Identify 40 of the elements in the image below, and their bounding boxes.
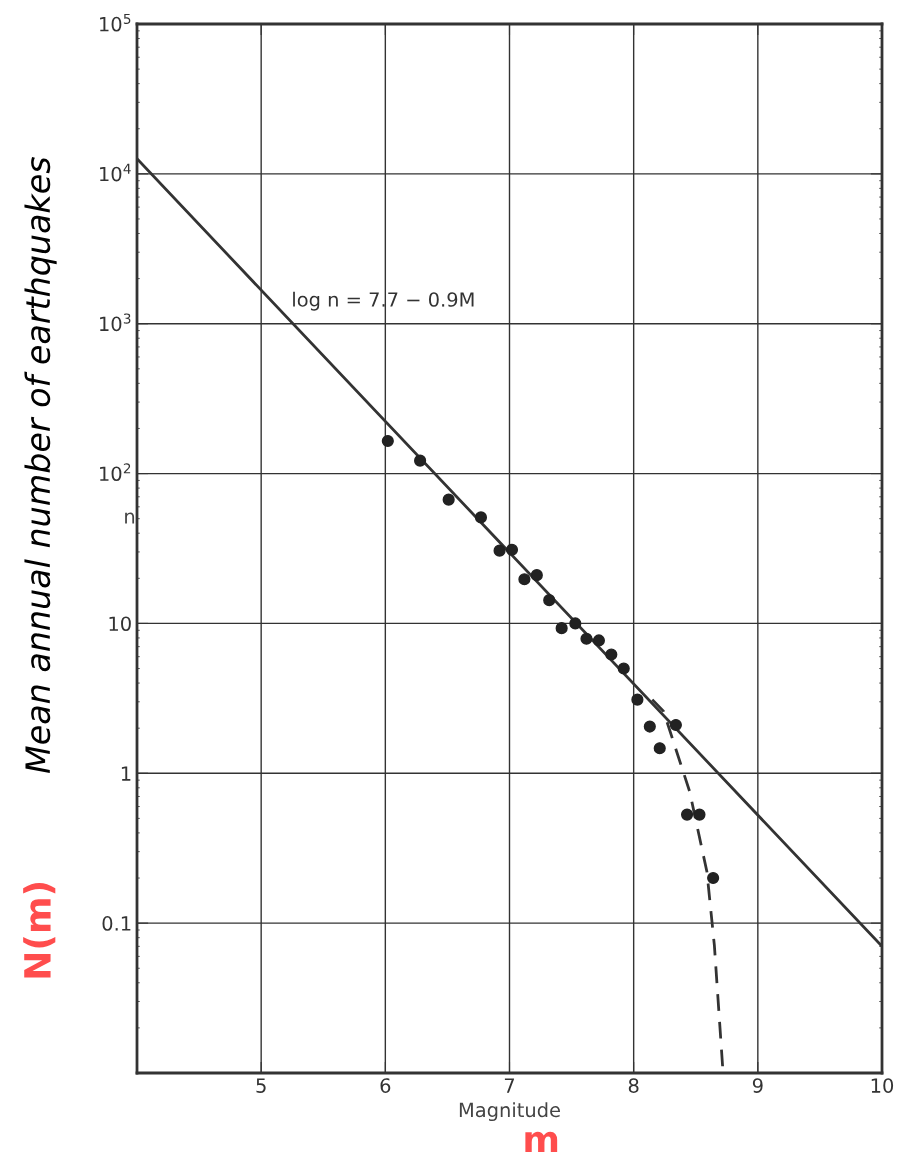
- x-tick-label: 6: [380, 1078, 391, 1093]
- point: [474, 511, 488, 524]
- y-tick-label: 1: [121, 766, 131, 781]
- point: [592, 634, 605, 647]
- point: [693, 808, 706, 821]
- point: [493, 544, 506, 557]
- point: [505, 543, 519, 556]
- x-tick-label: 8: [628, 1078, 639, 1093]
- x-tick-label: 7: [504, 1078, 515, 1093]
- point: [653, 742, 666, 755]
- x-tick-label: 9: [752, 1078, 763, 1093]
- x-tick-label: 5: [256, 1078, 266, 1093]
- y-tick-label: 10$^{2}$: [100, 463, 131, 482]
- point: [518, 573, 531, 586]
- y-axis-title: n: [125, 512, 135, 524]
- y-tick-label: 10$^{3}$: [100, 313, 131, 332]
- point: [569, 617, 582, 630]
- point: [530, 569, 543, 582]
- point: [580, 632, 593, 645]
- x-tick-label: 10: [871, 1078, 894, 1093]
- text: Mean annual number of earthquakes: [24, 157, 57, 774]
- point: [643, 720, 656, 733]
- y-tick-label: 10$^{4}$: [100, 163, 131, 182]
- x-axis-title: Magnitude: [459, 1102, 560, 1122]
- text: N(m): [23, 883, 56, 978]
- point: [442, 493, 455, 506]
- point: [631, 693, 644, 706]
- point: [605, 648, 618, 661]
- point: [707, 871, 720, 885]
- point: [669, 718, 682, 732]
- point: [414, 454, 427, 467]
- y-tick-label: 0.1: [102, 916, 131, 931]
- y-tick-label: 10: [109, 616, 131, 632]
- point: [381, 434, 394, 448]
- point: [555, 622, 568, 635]
- point: [543, 594, 556, 607]
- y-tick-label: 10$^{5}$: [100, 13, 131, 32]
- text: m: [525, 1131, 558, 1153]
- point: [617, 662, 630, 675]
- point: [680, 808, 694, 821]
